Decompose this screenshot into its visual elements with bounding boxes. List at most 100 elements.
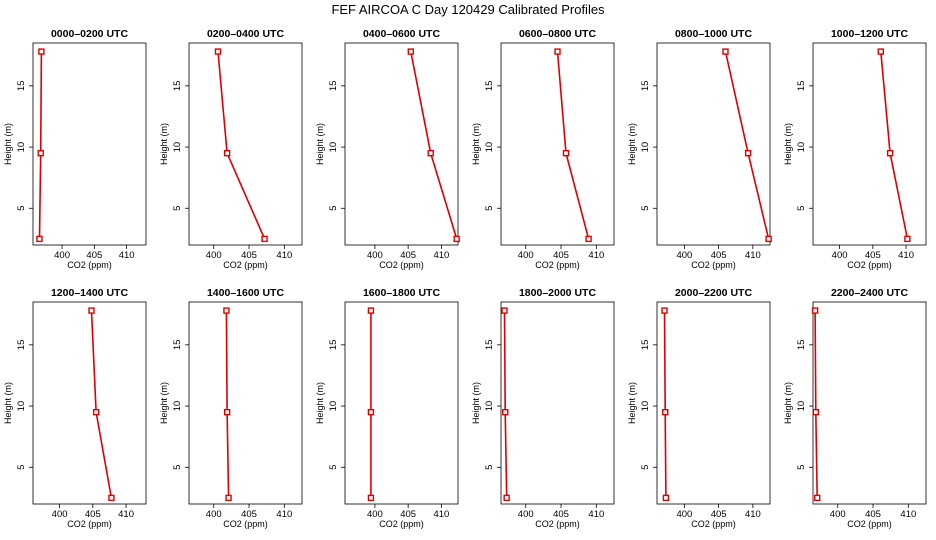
plot-frame [656, 42, 771, 246]
y-tick-label: 10 [328, 142, 339, 153]
x-tick-label: 405 [85, 509, 101, 520]
panel-6: 1000–1200 UTC 400 405 410 5 10 15 CO2 (ppm) Heig… [783, 28, 927, 270]
data-point [722, 48, 729, 55]
data-point [407, 48, 415, 55]
y-tick-label: 15 [640, 81, 651, 92]
x-tick-label: 405 [711, 509, 727, 520]
y-tick-label: 5 [484, 465, 495, 470]
y-tick-label: 5 [640, 465, 651, 470]
data-point [36, 235, 43, 243]
data-point [661, 307, 668, 314]
panel-title: 0000–0200 UTC [51, 28, 128, 40]
y-tick-label: 10 [640, 142, 651, 153]
plot-frame [812, 42, 927, 246]
figure-title: FEF AIRCOA C Day 120429 Calibrated Profi… [331, 2, 605, 17]
data-point [585, 235, 592, 243]
plot-frame [500, 301, 615, 505]
y-tick-label: 5 [796, 465, 807, 470]
data-point [562, 149, 570, 157]
y-axis-label: Height (m) [783, 382, 793, 424]
y-axis-label: Height (m) [3, 123, 13, 165]
data-point [812, 408, 820, 416]
x-tick-label: 405 [865, 250, 881, 261]
y-tick-label: 15 [484, 81, 495, 92]
y-tick-label: 5 [172, 465, 183, 470]
y-axis-label: Height (m) [3, 382, 13, 424]
panel-title: 0600–0800 UTC [519, 28, 596, 40]
y-tick-label: 5 [328, 206, 339, 211]
y-tick-label: 5 [328, 465, 339, 470]
y-axis-label: Height (m) [159, 123, 169, 165]
panel-9: 1600–1800 UTC 400 405 410 5 10 15 CO2 (ppm) Heig… [315, 287, 459, 529]
y-axis-label: Height (m) [315, 382, 325, 424]
y-axis-label: Height (m) [159, 382, 169, 424]
data-point [765, 235, 772, 243]
x-tick-label: 410 [433, 509, 449, 520]
panel-3: 0400–0600 UTC 400 405 410 5 10 15 CO2 (ppm) Heig… [315, 28, 460, 270]
x-axis-label: CO2 (ppm) [379, 519, 424, 529]
panel-2: 0200–0400 UTC 400 405 410 5 10 15 CO2 (ppm) Heig… [159, 28, 303, 270]
y-tick-label: 15 [328, 81, 339, 92]
y-axis-label: Height (m) [471, 123, 481, 165]
y-tick-label: 10 [16, 401, 27, 412]
x-tick-label: 400 [676, 250, 692, 261]
y-tick-label: 15 [640, 340, 651, 351]
x-tick-label: 410 [276, 250, 292, 261]
x-axis-label: CO2 (ppm) [847, 260, 892, 270]
panel-5: 0800–1000 UTC 400 405 410 5 10 15 CO2 (ppm) Heig… [627, 28, 772, 270]
plot-frame [656, 301, 771, 505]
plot-frame [188, 42, 303, 246]
panels-grid: 0000–0200 UTC 400 405 410 5 10 15 CO2 (ppm) Heig… [3, 28, 927, 529]
x-tick-label: 410 [433, 250, 449, 261]
panel-title: 0800–1000 UTC [675, 28, 752, 40]
y-tick-label: 10 [796, 142, 807, 153]
panel-title: 1400–1600 UTC [207, 287, 284, 299]
panel-title: 1200–1400 UTC [51, 287, 128, 299]
data-point [223, 408, 231, 416]
data-point [367, 307, 375, 314]
plot-frame [500, 42, 615, 246]
y-tick-label: 10 [484, 401, 495, 412]
profile-line [724, 51, 770, 240]
x-axis-label: CO2 (ppm) [223, 519, 268, 529]
profile-line [225, 310, 230, 498]
x-axis-label: CO2 (ppm) [535, 260, 580, 270]
data-point [225, 494, 232, 502]
data-point [38, 48, 45, 55]
data-point [214, 48, 222, 55]
data-point [223, 149, 231, 157]
profile-line [663, 310, 667, 498]
data-point [554, 48, 561, 55]
y-tick-label: 10 [172, 401, 183, 412]
y-tick-label: 15 [796, 81, 807, 92]
x-tick-label: 410 [745, 250, 761, 261]
x-axis-label: CO2 (ppm) [691, 260, 736, 270]
x-axis-label: CO2 (ppm) [535, 519, 580, 529]
x-tick-label: 410 [118, 509, 134, 520]
panel-title: 0400–0600 UTC [363, 28, 440, 40]
x-tick-label: 400 [52, 509, 68, 520]
y-axis-label: Height (m) [627, 382, 637, 424]
x-tick-label: 410 [745, 509, 761, 520]
x-tick-label: 405 [400, 250, 416, 261]
y-tick-label: 10 [328, 401, 339, 412]
y-axis-label: Height (m) [471, 382, 481, 424]
x-tick-label: 400 [518, 250, 534, 261]
x-tick-label: 410 [900, 509, 916, 520]
x-tick-label: 410 [276, 509, 292, 520]
y-tick-label: 10 [484, 142, 495, 153]
x-tick-label: 405 [711, 250, 727, 261]
x-tick-label: 405 [865, 509, 881, 520]
x-axis-label: CO2 (ppm) [223, 260, 268, 270]
data-point [814, 494, 821, 502]
data-point [261, 235, 268, 243]
x-tick-label: 400 [54, 250, 70, 261]
x-axis-label: CO2 (ppm) [691, 519, 736, 529]
y-tick-label: 15 [172, 340, 183, 351]
x-tick-label: 405 [553, 250, 569, 261]
x-tick-label: 400 [206, 509, 222, 520]
y-tick-label: 5 [640, 206, 651, 211]
data-point [453, 235, 460, 243]
data-point [744, 149, 752, 157]
data-point [886, 149, 894, 157]
